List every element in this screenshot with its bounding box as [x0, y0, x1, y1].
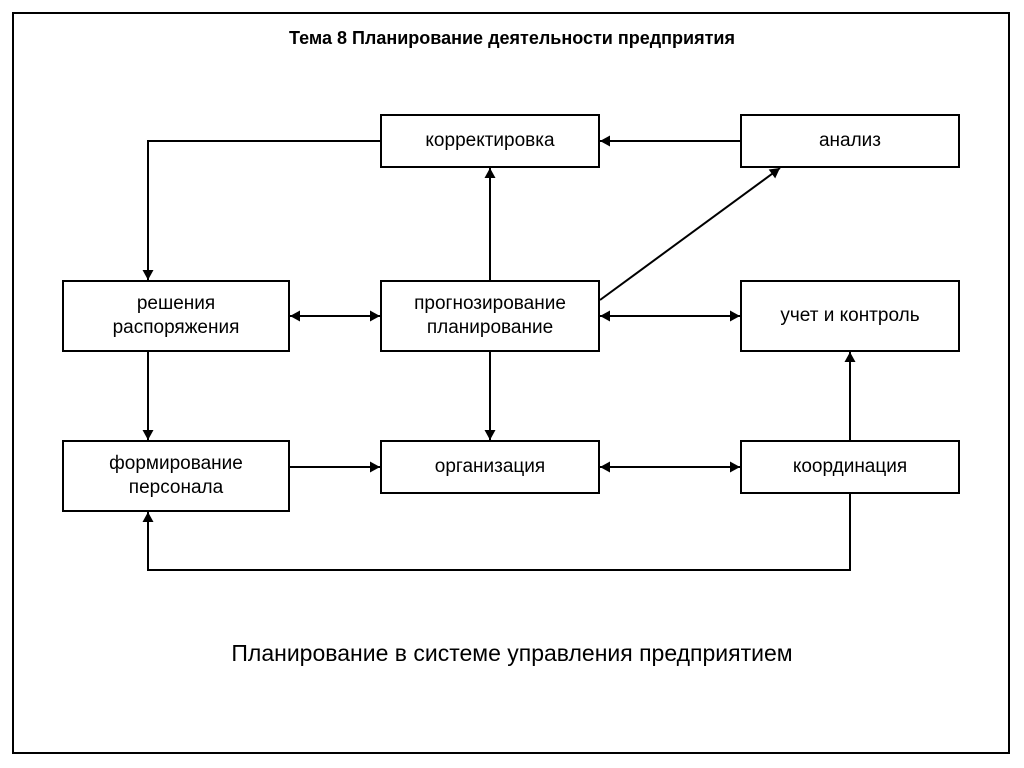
node-coord: координация: [740, 440, 960, 494]
diagram-caption: Планирование в системе управления предпр…: [0, 640, 1024, 667]
node-adjust: корректировка: [380, 114, 600, 168]
node-staff: формирование персонала: [62, 440, 290, 512]
diagram-title: Тема 8 Планирование деятельности предпри…: [0, 28, 1024, 49]
node-analysis: анализ: [740, 114, 960, 168]
node-decide: решения распоряжения: [62, 280, 290, 352]
node-org: организация: [380, 440, 600, 494]
node-account: учет и контроль: [740, 280, 960, 352]
node-forecast: прогнозирование планирование: [380, 280, 600, 352]
